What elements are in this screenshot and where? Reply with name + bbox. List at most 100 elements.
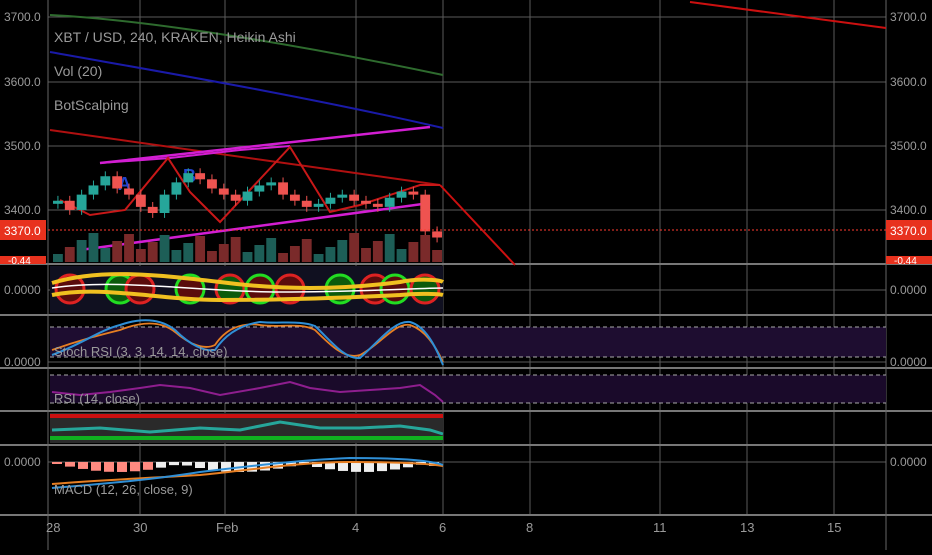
volume-bar: [432, 250, 442, 262]
candle-body: [337, 194, 348, 198]
volume-bar: [124, 234, 134, 262]
right-current-price-tag: 3370.0 -0.44: [886, 220, 932, 267]
candle-body: [408, 191, 419, 195]
zigzag-pattern: [59, 145, 440, 224]
macd-histogram-bar: [273, 462, 283, 469]
time-tick: 30: [133, 520, 147, 535]
macd-histogram-bar: [403, 462, 413, 468]
macd-histogram-bar: [338, 462, 348, 471]
macd-histogram-bar: [130, 462, 140, 472]
right-cut-price-tag: -0.44: [894, 256, 917, 267]
time-tick: 11: [653, 520, 667, 535]
macd-histogram-bar: [156, 462, 166, 468]
time-tick: 13: [740, 520, 754, 535]
candle-body: [230, 194, 241, 201]
macd-histogram-bar: [104, 462, 114, 472]
macd-histogram-bar: [260, 462, 270, 471]
macd-histogram-bar: [78, 462, 88, 469]
time-tick: 15: [827, 520, 841, 535]
candle-body: [301, 200, 312, 207]
pane-separators[interactable]: [0, 263, 932, 516]
candle-body: [361, 200, 371, 204]
macd-histogram-bar: [195, 462, 205, 469]
price-tick: 3400.0: [890, 203, 927, 217]
volume-bar: [53, 254, 63, 262]
right-price-axis[interactable]: 3700.0 3600.0 3500.0 3400.0 0.0000 0.000…: [890, 10, 927, 469]
projection-line: [439, 184, 516, 266]
svg-text:3370.0: 3370.0: [4, 224, 41, 238]
candle-body: [266, 182, 277, 186]
ema-red-line: [49, 129, 441, 186]
volume-bar: [420, 235, 431, 262]
rsi-pane: [50, 374, 886, 404]
time-tick: 28: [46, 520, 60, 535]
price-tick: 3400.0: [4, 203, 41, 217]
candle-body: [384, 197, 395, 207]
volume-bar: [76, 240, 87, 262]
candle-body: [278, 182, 288, 195]
macd-histogram-bar: [364, 462, 374, 472]
volume-bar: [242, 252, 253, 262]
time-axis[interactable]: 28 30 Feb 4 6 8 11 13 15: [46, 520, 841, 535]
volume-bar: [207, 251, 217, 262]
volume-bar: [289, 246, 300, 262]
macd-histogram-bar: [221, 462, 231, 472]
volume-bar: [64, 247, 75, 262]
volume-bar: [195, 236, 206, 262]
volume-bar: [384, 234, 395, 262]
botscalping-label[interactable]: BotScalping: [54, 97, 129, 113]
price-tick: 3600.0: [4, 75, 41, 89]
volume-bar: [396, 249, 407, 262]
volume-bar: [313, 254, 324, 262]
volume-bar: [266, 238, 277, 262]
candle-body: [53, 200, 63, 204]
price-tick: 3700.0: [4, 10, 41, 24]
candle-body: [112, 176, 123, 189]
macd-histogram-bar: [117, 462, 127, 472]
pane-value: 0.0000: [890, 355, 927, 369]
rsi-label[interactable]: RSI (14, close): [54, 391, 140, 406]
volume-bar: [135, 249, 146, 262]
price-tick: 3600.0: [890, 75, 927, 89]
macd-histogram-bar: [91, 462, 101, 471]
stoch-rsi-pane: [50, 319, 886, 366]
volume-bars: [53, 233, 442, 262]
left-cut-price-tag: -0.44: [8, 256, 31, 267]
candle-body: [195, 173, 206, 180]
candle-body: [349, 194, 360, 201]
time-tick: 6: [439, 520, 446, 535]
volume-bar: [301, 239, 312, 262]
volume-bar: [230, 237, 241, 262]
stoch-rsi-label[interactable]: Stoch RSI (3, 3, 14, 14, close): [54, 344, 227, 359]
trend-channel: [79, 125, 431, 252]
macd-pane: [51, 456, 444, 489]
volume-bar: [159, 235, 170, 262]
scalp-pane: [50, 266, 445, 313]
volume-bar: [337, 240, 348, 262]
macd-histogram-bar: [390, 462, 400, 470]
macd-histogram-bar: [312, 462, 322, 467]
volume-bar: [361, 248, 371, 262]
symbol-title[interactable]: XBT / USD, 240, KRAKEN, Heikin Ashi: [54, 29, 296, 45]
macd-label[interactable]: MACD (12, 26, close, 9): [54, 482, 193, 497]
macd-histogram-bar: [169, 462, 179, 466]
candle-body: [147, 206, 158, 213]
left-price-axis[interactable]: 3700.0 3600.0 3500.0 3400.0 0.0000 0.000…: [4, 10, 41, 469]
moving-averages: [49, 1, 887, 266]
volume-bar: [254, 245, 265, 262]
time-tick: 8: [526, 520, 533, 535]
volume-bar: [183, 243, 194, 262]
price-candles: [53, 168, 442, 243]
candle-body: [420, 194, 431, 232]
candle-body: [64, 200, 75, 210]
volume-indicator-label[interactable]: Vol (20): [54, 63, 102, 79]
candle-body: [372, 203, 383, 207]
macd-histogram-bar: [65, 462, 75, 467]
time-tick: Feb: [216, 520, 238, 535]
candle-body: [254, 185, 265, 192]
volume-bar: [349, 233, 360, 262]
price-tick: 3500.0: [4, 139, 41, 153]
candle-body: [432, 231, 442, 238]
candle-body: [313, 203, 324, 207]
